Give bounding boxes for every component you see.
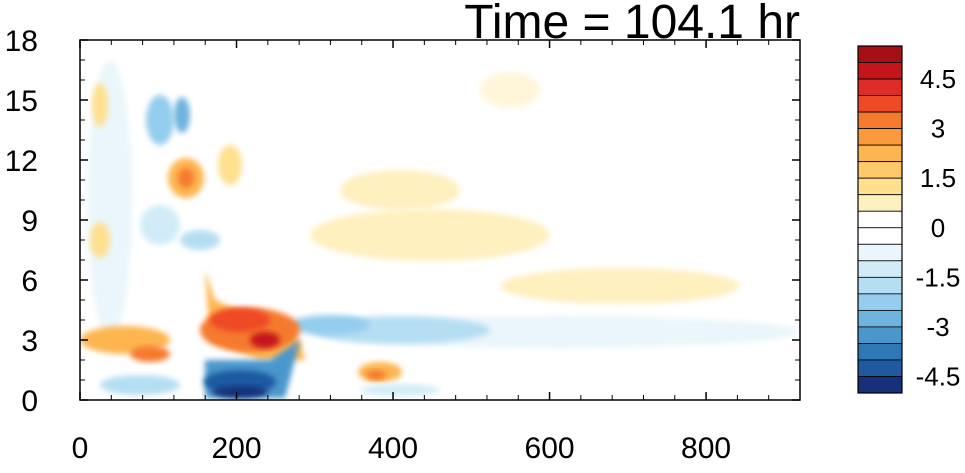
colorbar-label: -3 <box>926 312 949 342</box>
colorbar-box <box>857 111 903 130</box>
colorbar-box <box>857 276 903 295</box>
colorbar-box <box>857 243 903 262</box>
field-patch <box>92 83 108 127</box>
colorbar-box <box>857 227 903 245</box>
chart-title: Time = 104.1 hr <box>464 0 800 49</box>
field-patch <box>340 170 460 210</box>
field-patch <box>480 72 540 108</box>
x-tick-label: 800 <box>681 432 731 465</box>
colorbar-label: 1.5 <box>920 163 956 193</box>
colorbar-label: 3 <box>931 114 945 144</box>
field-patch <box>140 205 180 245</box>
colorbar-label: -4.5 <box>916 361 961 391</box>
colorbar-box <box>857 161 903 179</box>
x-axis: 0 200 400 600 800 <box>72 40 770 465</box>
colorbar-box <box>857 78 903 96</box>
field-patch <box>130 346 170 362</box>
heatmap-field <box>80 60 800 398</box>
y-tick-label: 9 <box>21 205 38 238</box>
field-patch <box>366 370 386 380</box>
field-patch <box>146 95 174 145</box>
colorbar-box <box>857 260 903 278</box>
colorbar-box <box>857 194 903 212</box>
colorbar-box <box>857 95 903 113</box>
colorbar-label: 0 <box>931 213 945 243</box>
field-patch <box>178 168 194 188</box>
field-patch <box>310 209 550 261</box>
colorbar-box <box>857 177 903 196</box>
y-tick-label: 12 <box>5 145 38 178</box>
field-patch <box>180 230 220 250</box>
colorbar-box <box>857 62 903 80</box>
field-patch <box>90 222 110 258</box>
field-patch <box>174 97 190 133</box>
y-tick-label: 0 <box>21 385 38 418</box>
field-patch <box>218 145 242 185</box>
colorbar-box <box>857 128 903 146</box>
colorbar-box <box>857 45 903 63</box>
x-tick-label: 600 <box>525 432 575 465</box>
colorbar-frame <box>857 45 903 394</box>
y-tick-label: 3 <box>21 325 38 358</box>
x-tick-label: 400 <box>368 432 418 465</box>
field-patch <box>360 384 440 396</box>
y-tick-label: 18 <box>5 25 38 58</box>
colorbar-box <box>857 359 903 377</box>
colorbar-box <box>857 293 903 311</box>
field-patch <box>88 60 132 340</box>
colorbar-box <box>857 309 903 328</box>
colorbar-box <box>857 326 903 344</box>
colorbar-box <box>857 210 903 229</box>
colorbar-box <box>857 376 903 394</box>
colorbar-label: -1.5 <box>916 262 961 292</box>
field-patch <box>290 315 370 335</box>
colorbar-box <box>857 343 903 361</box>
field-patch <box>100 375 180 395</box>
y-axis: 0 3 6 9 12 15 18 <box>5 25 800 418</box>
field-patch <box>212 386 268 398</box>
colorbar: 4.5 3 1.5 0 -1.5 -3 -4.5 <box>857 45 961 394</box>
y-tick-label: 6 <box>21 265 38 298</box>
field-patch <box>250 332 280 348</box>
colorbar-box <box>857 144 903 163</box>
field-patch <box>210 308 270 332</box>
x-tick-label: 200 <box>211 432 261 465</box>
field-patch <box>500 268 740 304</box>
colorbar-label: 4.5 <box>920 64 956 94</box>
y-tick-label: 15 <box>5 85 38 118</box>
x-tick-label: 0 <box>72 432 89 465</box>
